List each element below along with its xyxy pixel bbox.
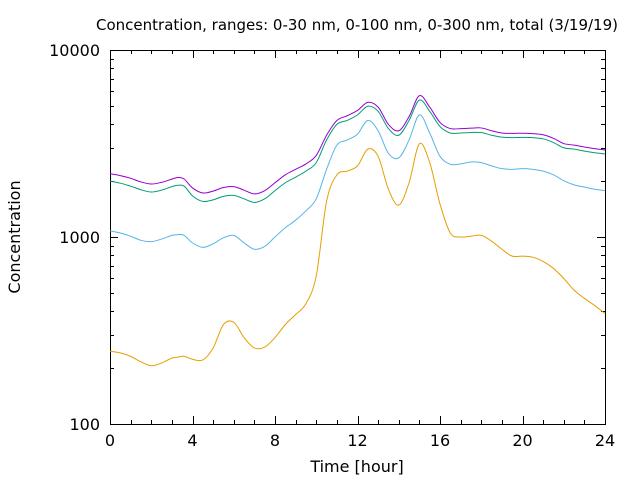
x-tick-label: 8 [270,431,280,450]
series-lines [109,95,606,367]
chart-title: Concentration, ranges: 0-30 nm, 0-100 nm… [96,16,618,34]
series-line-4 [109,95,606,195]
plot-frame [110,50,606,425]
series-line-2 [109,114,606,250]
axis-tick-labels: 0 4 8 12 16 20 24 100 1000 10000 [49,41,615,450]
y-tick-label: 100 [69,415,100,434]
y-tick-label: 10000 [49,41,100,60]
x-tick-label: 20 [512,431,532,450]
x-tick-label: 0 [105,431,115,450]
axis-ticks [110,50,606,425]
series-line-1 [109,142,606,367]
x-tick-label: 4 [187,431,197,450]
y-axis-label: Concentration [5,180,24,293]
y-tick-label: 1000 [59,228,100,247]
x-axis-label: Time [hour] [309,457,403,476]
series-line-3 [109,99,606,203]
x-tick-label: 24 [595,431,615,450]
x-tick-label: 16 [430,431,450,450]
x-tick-label: 12 [347,431,367,450]
